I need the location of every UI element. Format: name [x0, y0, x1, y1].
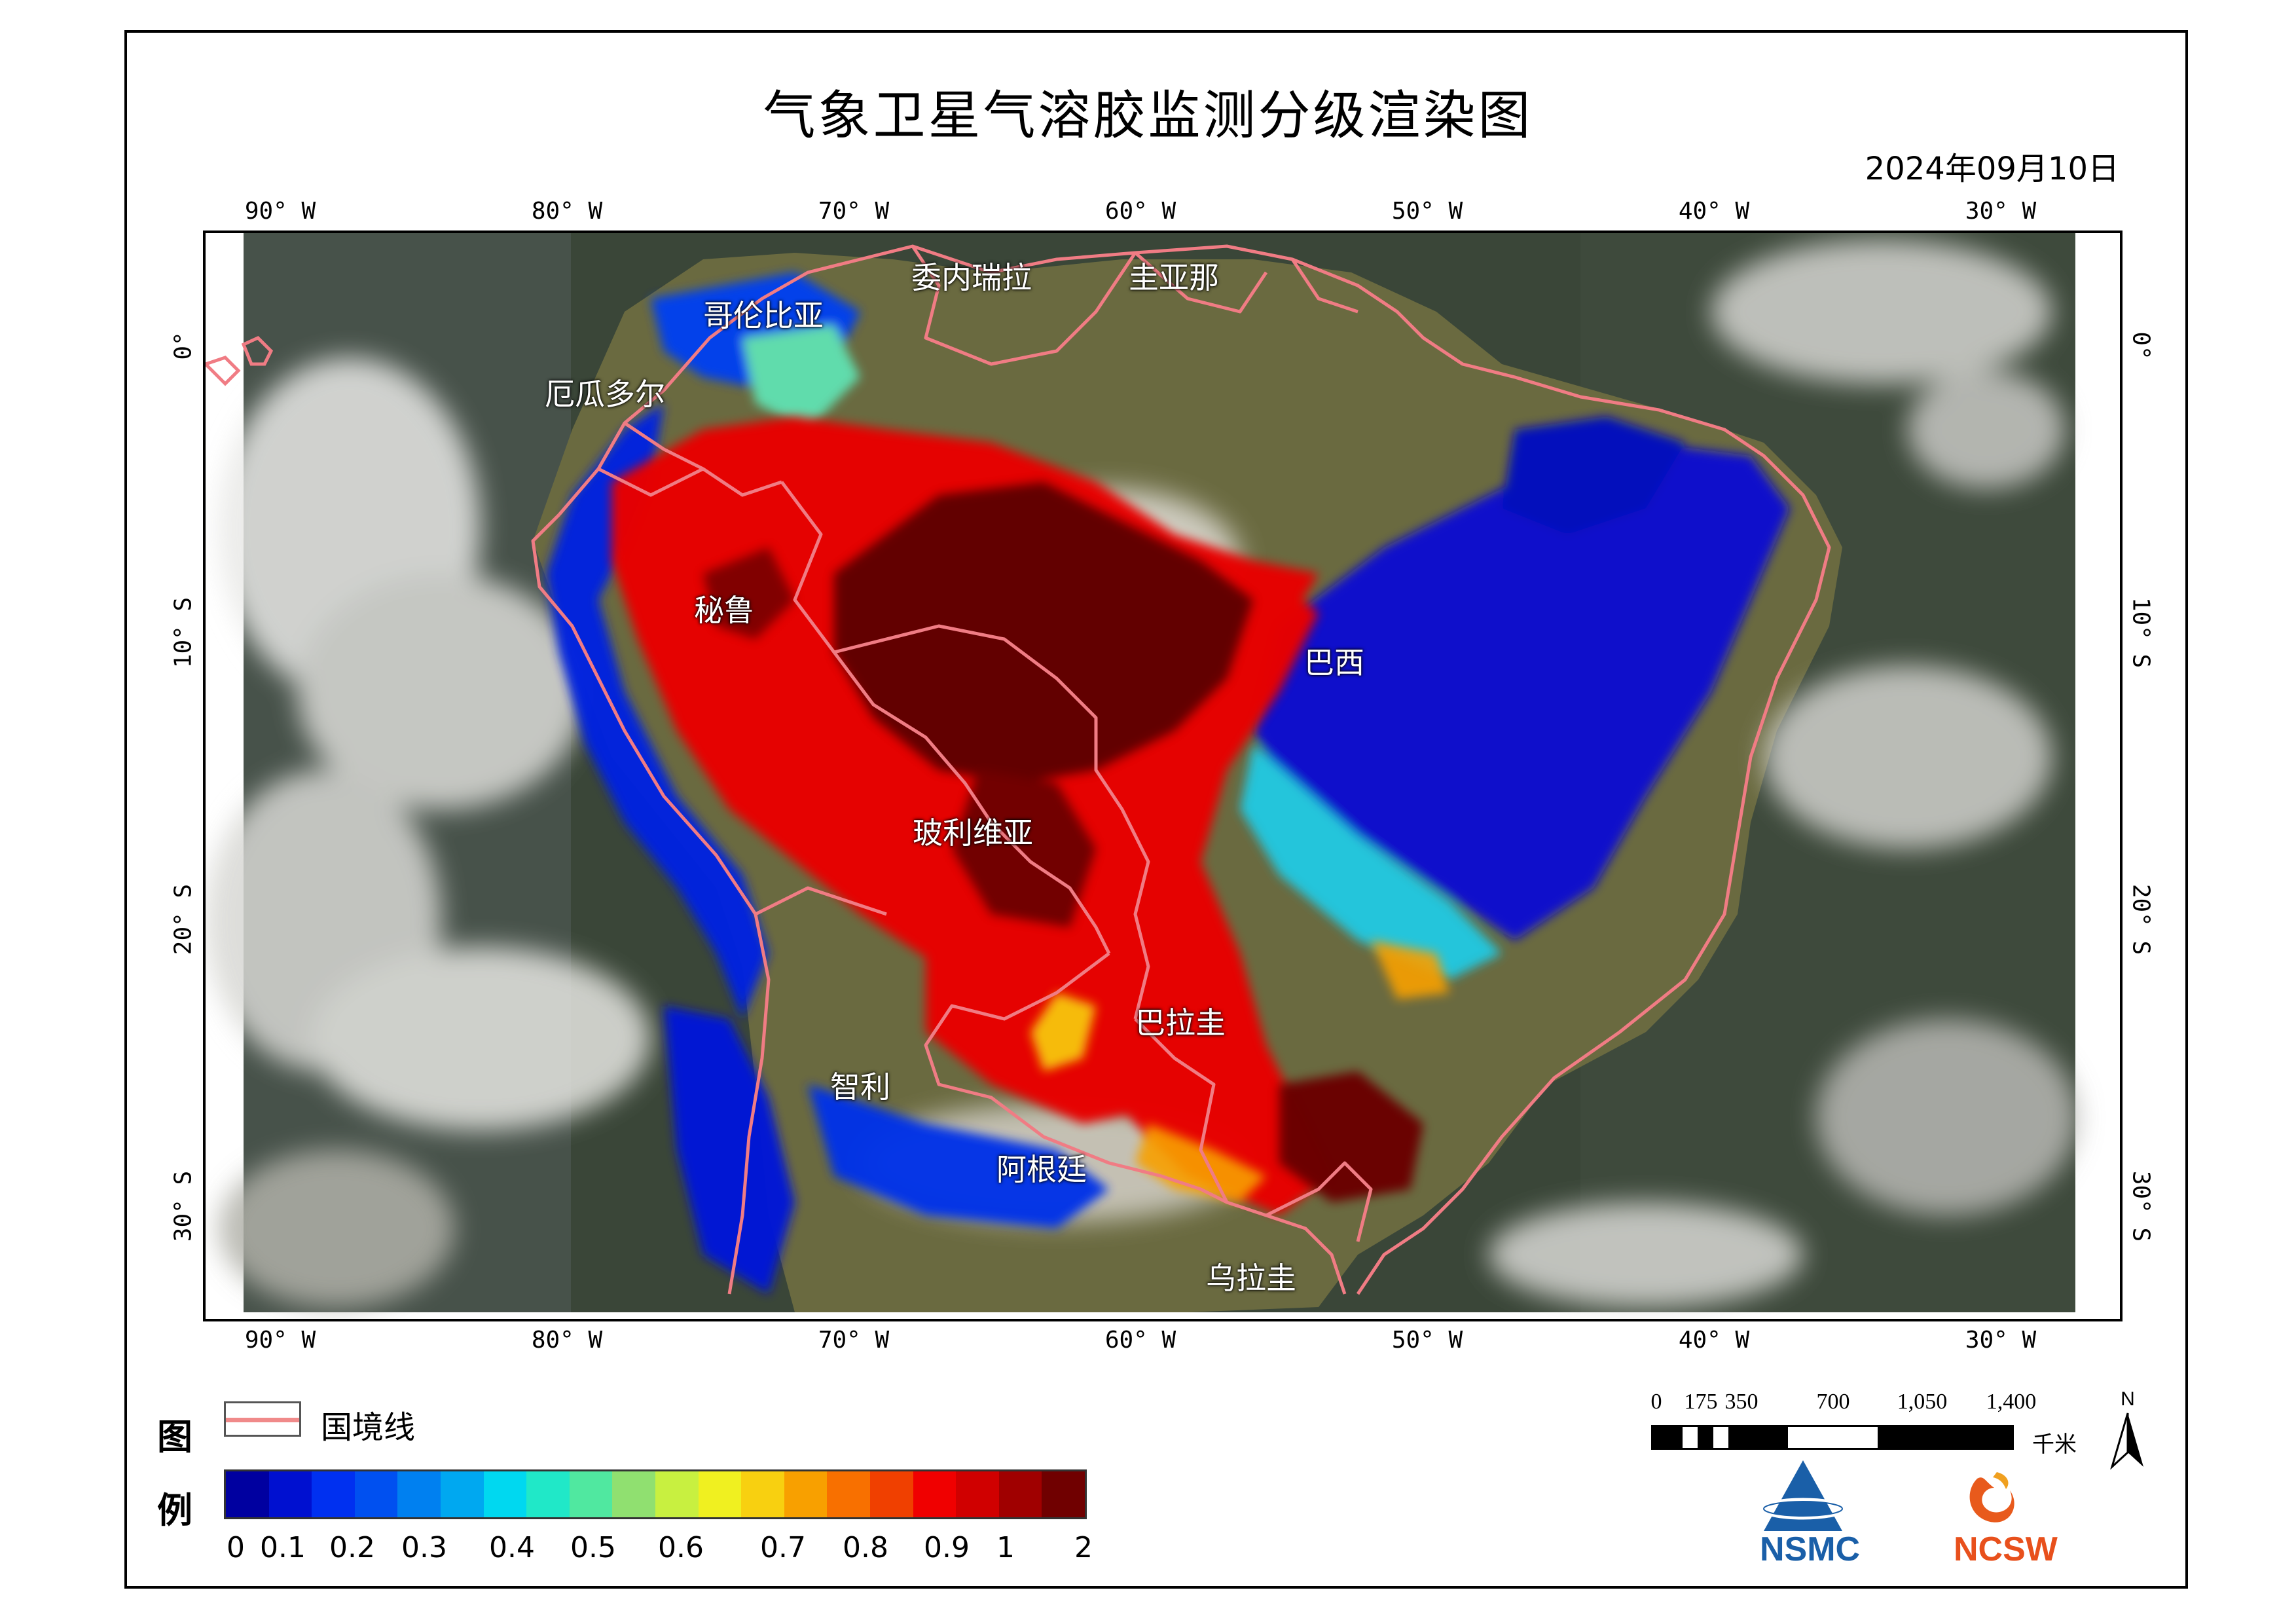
- border-line-swatch: [224, 1401, 301, 1437]
- colorbar-label: 0.2: [329, 1531, 375, 1564]
- colorbar-swatch: [312, 1471, 355, 1517]
- tick-top-70w: 70° W: [818, 198, 890, 225]
- scale-label: 700: [1816, 1390, 1850, 1414]
- tick-right-20s: 20° S: [2127, 883, 2155, 955]
- tick-left-20s: 20° S: [170, 883, 197, 955]
- colorbar-swatch: [612, 1471, 655, 1517]
- tick-bottom-80w: 80° W: [531, 1327, 603, 1354]
- satellite-map: [206, 233, 2078, 1312]
- colorbar-swatch: [268, 1471, 312, 1517]
- nsmc-logo-icon: [1760, 1460, 1846, 1531]
- colorbar-swatch: [869, 1471, 913, 1517]
- scale-label: 350: [1724, 1390, 1758, 1414]
- colorbar-swatch: [483, 1471, 527, 1517]
- legend-title-bottom: 例: [157, 1490, 192, 1531]
- country-label-colombia: 哥伦比亚: [703, 298, 824, 333]
- country-label-bolivia: 玻利维亚: [913, 815, 1033, 851]
- tick-left-10s: 10° S: [170, 597, 197, 669]
- colorbar-label: 1: [996, 1531, 1015, 1564]
- tick-top-30w: 30° W: [1965, 198, 2037, 225]
- country-label-peru: 秘鲁: [694, 593, 754, 628]
- tick-top-80w: 80° W: [531, 198, 603, 225]
- tick-left-30s: 30° S: [170, 1170, 197, 1242]
- map-panel[interactable]: 委内瑞拉 圭亚那 哥伦比亚 厄瓜多尔 秘鲁 巴西 玻利维亚 巴拉圭 智利 阿根廷…: [203, 231, 2123, 1321]
- legend-title-top: 图: [157, 1416, 192, 1458]
- ncsw-logo-icon: [1969, 1472, 2014, 1522]
- tick-bottom-30w: 30° W: [1965, 1327, 2037, 1354]
- colorbar-label: 0.1: [260, 1531, 306, 1564]
- colorbar-label: 0.9: [924, 1531, 970, 1564]
- scale-label: 175: [1684, 1390, 1718, 1414]
- colorbar-swatch: [569, 1471, 613, 1517]
- colorbar-swatch: [998, 1471, 1042, 1517]
- tick-bottom-90w: 90° W: [244, 1327, 316, 1354]
- colorbar-label: 0: [227, 1531, 245, 1564]
- ncsw-logo-text: NCSW: [1954, 1530, 2058, 1568]
- tick-top-90w: 90° W: [244, 198, 316, 225]
- country-label-ecuador: 厄瓜多尔: [545, 377, 665, 412]
- colorbar-swatch: [655, 1471, 699, 1517]
- country-label-paraguay: 巴拉圭: [1135, 1005, 1226, 1041]
- scale-bar: [1651, 1425, 2014, 1450]
- north-arrow-icon: N: [2110, 1388, 2143, 1469]
- colorbar-swatch: [1042, 1471, 1085, 1517]
- tick-top-60w: 60° W: [1104, 198, 1176, 225]
- tick-bottom-60w: 60° W: [1104, 1327, 1176, 1354]
- page-frame: [124, 30, 2188, 1589]
- colorbar-swatch: [526, 1471, 570, 1517]
- colorbar-label: 0.6: [658, 1531, 704, 1564]
- scale-label: 0: [1650, 1390, 1662, 1414]
- map-date: 2024年09月10日: [1865, 151, 2119, 187]
- colorbar-label: 0.3: [401, 1531, 447, 1564]
- tick-left-0: 0°: [170, 331, 197, 360]
- border-line-label: 国境线: [321, 1409, 416, 1446]
- tick-bottom-70w: 70° W: [818, 1327, 890, 1354]
- colorbar-label: 0.8: [843, 1531, 888, 1564]
- aerosol-colorbar: [224, 1469, 1087, 1519]
- colorbar-swatch: [827, 1471, 870, 1517]
- nsmc-logo-text: NSMC: [1760, 1530, 1861, 1568]
- tick-bottom-50w: 50° W: [1391, 1327, 1463, 1354]
- north-label: N: [2121, 1388, 2135, 1410]
- colorbar-label: 2: [1074, 1531, 1093, 1564]
- tick-right-30s: 30° S: [2127, 1170, 2155, 1242]
- scale-label: 1,400: [1986, 1390, 2037, 1414]
- colorbar-swatch: [698, 1471, 742, 1517]
- tick-top-40w: 40° W: [1678, 198, 1750, 225]
- colorbar-label: 0.4: [489, 1531, 535, 1564]
- tick-top-50w: 50° W: [1391, 198, 1463, 225]
- scale-label: 1,050: [1897, 1390, 1948, 1414]
- scale-unit: 千米: [2032, 1431, 2077, 1458]
- colorbar-label: 0.5: [570, 1531, 616, 1564]
- country-label-venezuela: 委内瑞拉: [911, 260, 1032, 295]
- tick-right-10s: 10° S: [2127, 597, 2155, 669]
- colorbar-swatch: [354, 1471, 398, 1517]
- colorbar-swatch: [226, 1471, 269, 1517]
- colorbar-swatch: [440, 1471, 484, 1517]
- colorbar-swatch: [741, 1471, 784, 1517]
- country-label-chile: 智利: [830, 1069, 890, 1105]
- colorbar-swatch: [956, 1471, 999, 1517]
- tick-right-0: 0°: [2127, 331, 2155, 360]
- country-label-guyana: 圭亚那: [1129, 260, 1219, 295]
- colorbar-swatch: [913, 1471, 957, 1517]
- country-label-brazil: 巴西: [1304, 645, 1364, 680]
- country-label-uruguay: 乌拉圭: [1206, 1261, 1296, 1296]
- tick-bottom-40w: 40° W: [1678, 1327, 1750, 1354]
- colorbar-swatch: [397, 1471, 441, 1517]
- colorbar-swatch: [784, 1471, 828, 1517]
- colorbar-label: 0.7: [760, 1531, 806, 1564]
- country-label-argentina: 阿根廷: [996, 1152, 1087, 1187]
- map-title: 气象卫星气溶胶监测分级渲染图: [763, 85, 1533, 146]
